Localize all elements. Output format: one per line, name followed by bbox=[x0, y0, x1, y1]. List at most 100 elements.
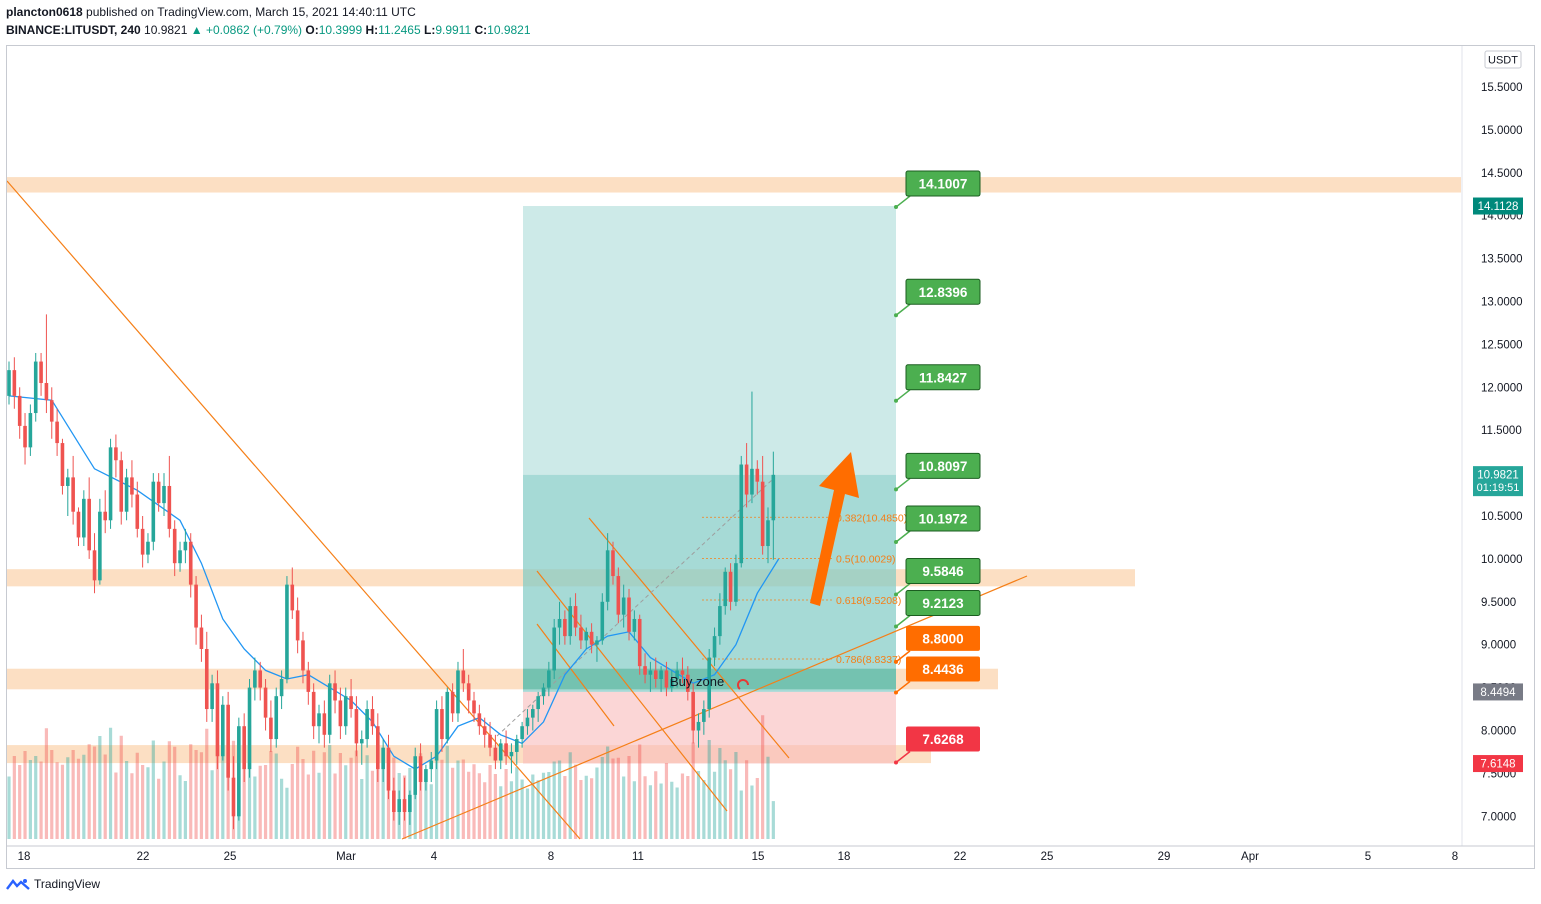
candle bbox=[204, 631, 209, 722]
target-box bbox=[905, 364, 981, 391]
price-tick-label: 10.5000 bbox=[1481, 511, 1523, 523]
candle-body bbox=[17, 395, 22, 426]
target-value: 12.8396 bbox=[919, 285, 968, 300]
candle-body bbox=[167, 485, 172, 529]
candle-body bbox=[49, 400, 54, 422]
volume-bar bbox=[381, 762, 385, 839]
candle bbox=[178, 541, 182, 572]
candle-body bbox=[712, 636, 717, 658]
candle bbox=[55, 408, 59, 456]
volume-bar bbox=[98, 736, 102, 839]
symbol-name[interactable]: BINANCE:LITUSDT, 240 bbox=[6, 23, 141, 37]
volume-bar bbox=[162, 761, 166, 839]
candle-body bbox=[92, 550, 97, 581]
volume-bar bbox=[296, 746, 300, 839]
target-label: 12.8396 bbox=[894, 278, 981, 318]
candle-body bbox=[691, 691, 695, 731]
candle bbox=[65, 468, 70, 516]
time-tick-label: 25 bbox=[224, 851, 237, 863]
price-tick-label: 13.0000 bbox=[1481, 297, 1523, 309]
candle bbox=[376, 713, 380, 782]
candle-body bbox=[65, 477, 70, 486]
price-chart[interactable]: 0.382(10.4850) 0.5(10.0029) 0.618(9.5208) 0… bbox=[7, 46, 1534, 868]
candle-body bbox=[450, 691, 455, 714]
price-tick-label: 13.5000 bbox=[1481, 254, 1523, 266]
candle-body bbox=[616, 576, 621, 615]
candle-body bbox=[440, 709, 444, 740]
candle bbox=[140, 516, 145, 568]
candle-body bbox=[418, 756, 423, 782]
volume-bar bbox=[563, 776, 567, 839]
candle bbox=[557, 601, 562, 645]
candle bbox=[579, 614, 583, 649]
target-connector bbox=[895, 750, 911, 764]
volume-bar bbox=[7, 776, 11, 839]
volume-bar bbox=[87, 744, 91, 839]
volume-bar bbox=[622, 776, 626, 839]
volume-bar bbox=[536, 780, 540, 839]
volume-bar bbox=[541, 772, 546, 839]
volume-bar bbox=[493, 774, 497, 839]
candle bbox=[381, 739, 385, 782]
candle bbox=[87, 477, 91, 559]
chart-frame[interactable]: 0.382(10.4850) 0.5(10.0029) 0.618(9.5208) 0… bbox=[6, 45, 1535, 869]
footer: TradingView bbox=[6, 877, 100, 891]
candle bbox=[648, 661, 653, 692]
volume-bar bbox=[467, 771, 471, 839]
candle bbox=[605, 533, 610, 611]
candle bbox=[461, 648, 466, 692]
candle bbox=[429, 751, 434, 782]
candle bbox=[124, 468, 129, 521]
currency-label: USDT bbox=[1488, 55, 1518, 67]
candle-body bbox=[536, 696, 540, 710]
candle-body bbox=[563, 618, 567, 637]
candle-body bbox=[306, 670, 311, 692]
volume-bar bbox=[328, 745, 332, 839]
candle bbox=[306, 661, 311, 705]
volume-bar bbox=[157, 778, 161, 839]
footer-brand[interactable]: TradingView bbox=[34, 877, 101, 891]
target-point bbox=[894, 659, 898, 664]
candle-body bbox=[637, 618, 642, 667]
volume-bar bbox=[680, 773, 685, 839]
volume-bar bbox=[344, 765, 348, 839]
target-connector bbox=[895, 582, 911, 596]
price-marker: 7.6148 bbox=[1473, 755, 1523, 773]
candle bbox=[531, 704, 535, 731]
volume-bar bbox=[135, 752, 139, 839]
volume-bar bbox=[472, 764, 476, 839]
candle bbox=[514, 734, 519, 765]
tradingview-logo-icon[interactable] bbox=[6, 877, 30, 891]
candle bbox=[734, 554, 738, 607]
candle-body bbox=[343, 696, 348, 727]
candle-body bbox=[664, 670, 669, 688]
time-tick-label: 8 bbox=[548, 851, 554, 863]
volume-bar bbox=[76, 758, 81, 839]
author-name[interactable]: plancton0618 bbox=[6, 5, 83, 19]
volume-bar bbox=[28, 760, 32, 839]
candle bbox=[285, 576, 289, 684]
buy-zone-label: Buy zone bbox=[670, 674, 724, 689]
volume-bar bbox=[199, 752, 204, 839]
candle-body bbox=[140, 528, 145, 555]
candle bbox=[498, 739, 503, 770]
volume-bar bbox=[509, 781, 514, 839]
volume-bar bbox=[108, 727, 113, 839]
candle-body bbox=[119, 460, 124, 512]
candle bbox=[130, 460, 134, 508]
volume-bar bbox=[247, 725, 252, 839]
volume-bar bbox=[119, 735, 123, 839]
candle bbox=[718, 593, 722, 645]
profit-area-upper bbox=[523, 206, 896, 475]
candle-body bbox=[338, 700, 343, 727]
candle bbox=[482, 717, 487, 748]
volume-bar bbox=[579, 780, 583, 839]
volume-bar bbox=[584, 775, 588, 839]
volume-bar bbox=[34, 756, 38, 839]
candle bbox=[151, 473, 156, 551]
candle-body bbox=[584, 631, 589, 641]
price-marker-countdown: 01:19:51 bbox=[1477, 482, 1520, 494]
candle-body bbox=[279, 679, 284, 697]
volume-bar bbox=[124, 761, 129, 839]
target-value: 11.8427 bbox=[919, 370, 967, 385]
